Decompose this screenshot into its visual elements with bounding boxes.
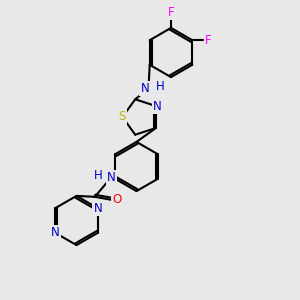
Text: S: S — [119, 110, 126, 124]
Text: N: N — [140, 82, 149, 95]
Text: N: N — [107, 171, 116, 184]
Text: N: N — [93, 202, 102, 215]
Text: N: N — [51, 226, 60, 239]
Text: F: F — [168, 6, 174, 19]
Text: N: N — [153, 100, 162, 112]
Text: F: F — [205, 34, 211, 47]
Text: H: H — [155, 80, 164, 93]
Text: H: H — [94, 169, 103, 182]
Text: O: O — [113, 193, 122, 206]
